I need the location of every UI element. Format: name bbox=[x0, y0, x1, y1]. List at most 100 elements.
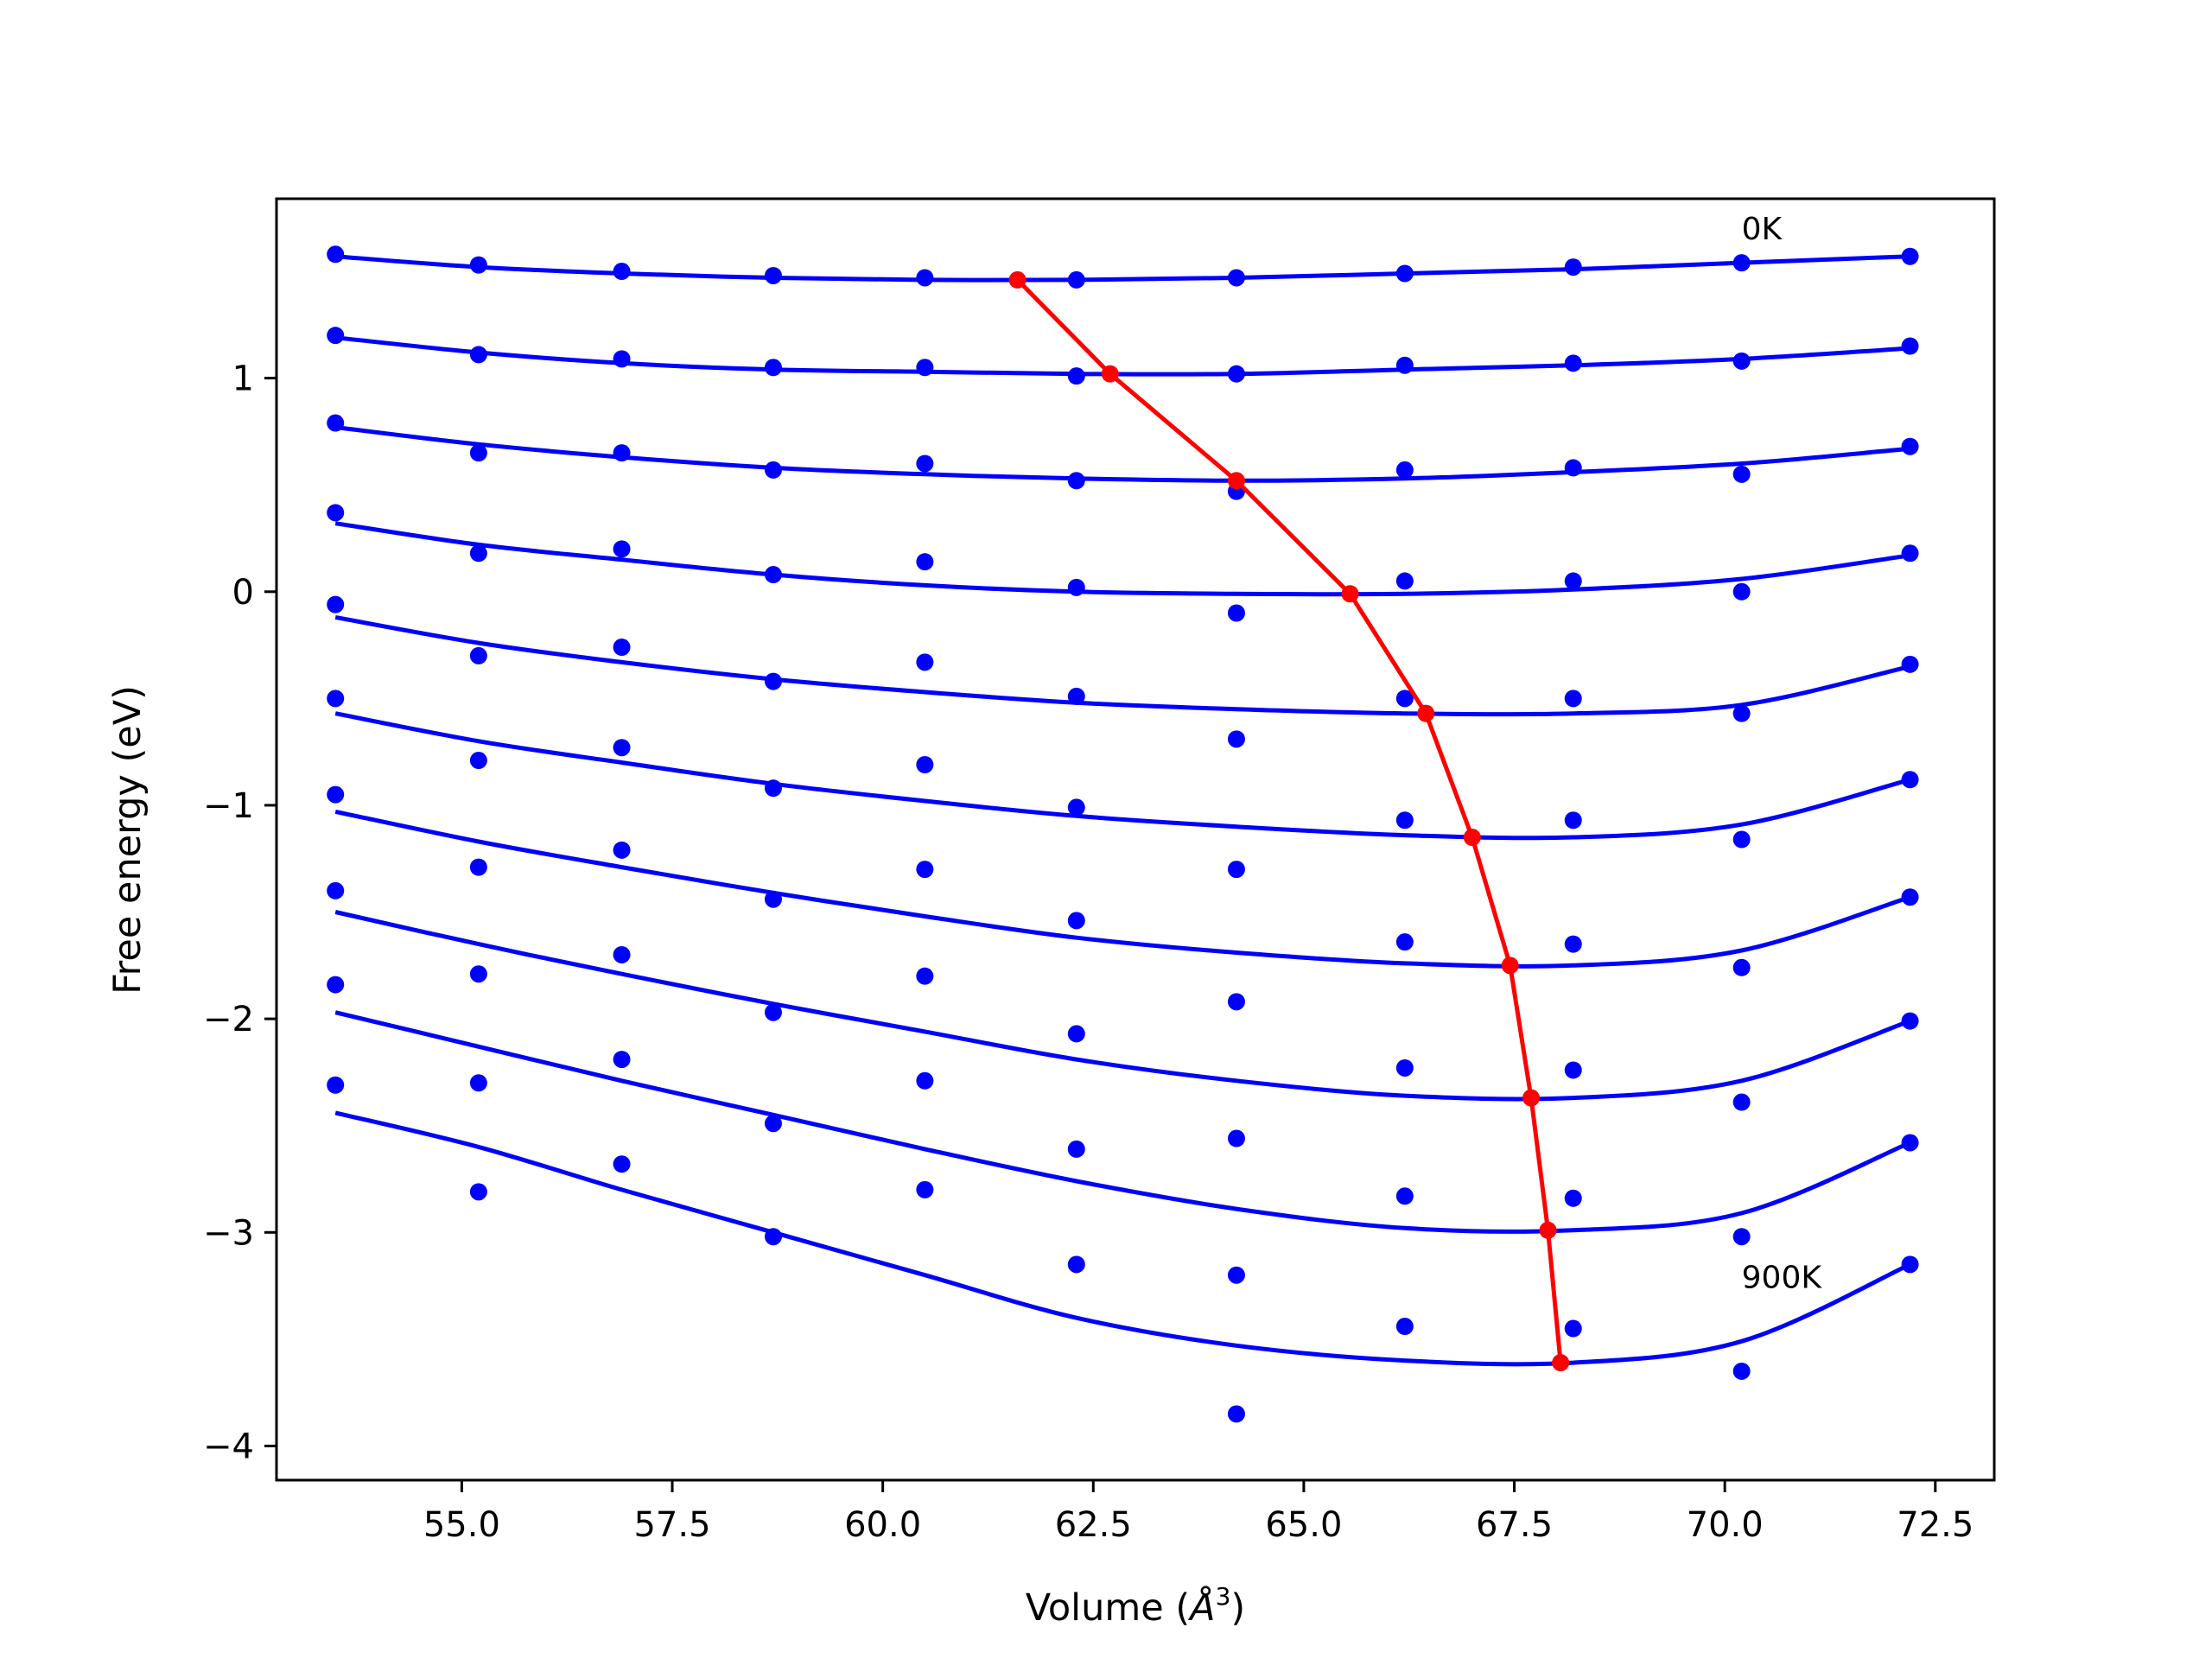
data-point bbox=[1732, 254, 1751, 272]
data-point bbox=[1564, 572, 1582, 590]
data-point bbox=[1227, 604, 1245, 622]
data-point bbox=[469, 646, 487, 664]
x-tick-label: 57.5 bbox=[633, 1505, 710, 1545]
data-point bbox=[1564, 690, 1582, 708]
data-point bbox=[469, 346, 487, 364]
data-point bbox=[1227, 730, 1245, 748]
x-tick-label: 55.0 bbox=[423, 1505, 500, 1545]
data-point bbox=[1901, 771, 1919, 789]
data-point bbox=[764, 1003, 782, 1021]
fit-curve bbox=[334, 711, 1911, 841]
data-point bbox=[327, 881, 345, 899]
data-point bbox=[1227, 269, 1245, 287]
fit-curve bbox=[334, 614, 1911, 717]
data-point bbox=[1901, 247, 1919, 265]
series-0 bbox=[327, 245, 1919, 289]
data-point bbox=[1901, 337, 1919, 355]
y-axis-label: Free energy (eV) bbox=[106, 685, 149, 995]
data-point bbox=[916, 1180, 934, 1198]
x-axis-ticks: 55.0 57.5 60.0 62.5 65.0 67.5 70.0 72.5 bbox=[423, 1480, 1974, 1545]
data-point bbox=[469, 752, 487, 770]
data-point bbox=[1732, 1228, 1751, 1246]
data-point bbox=[1067, 1025, 1085, 1043]
data-point bbox=[1067, 270, 1085, 289]
data-point bbox=[1395, 1187, 1414, 1205]
data-point bbox=[916, 269, 934, 287]
data-point bbox=[469, 1074, 487, 1092]
data-point bbox=[327, 504, 345, 522]
data-point bbox=[764, 359, 782, 377]
minimum-point bbox=[1552, 1354, 1570, 1372]
y-tick-label: 0 bbox=[232, 573, 254, 613]
data-point bbox=[1564, 811, 1582, 830]
data-point bbox=[1901, 1134, 1919, 1152]
x-tick-label: 65.0 bbox=[1265, 1505, 1342, 1545]
data-point bbox=[1901, 655, 1919, 673]
data-point bbox=[1067, 687, 1085, 705]
data-point bbox=[916, 861, 934, 879]
data-point bbox=[613, 1051, 631, 1069]
data-point bbox=[1395, 461, 1414, 479]
minimum-point bbox=[1417, 704, 1435, 722]
data-point bbox=[469, 858, 487, 876]
data-point bbox=[1732, 352, 1751, 370]
minimum-point bbox=[1008, 270, 1027, 289]
data-point bbox=[1732, 465, 1751, 483]
data-point bbox=[916, 1071, 934, 1090]
data-point bbox=[1564, 1061, 1582, 1079]
data-point bbox=[1395, 264, 1414, 283]
data-point bbox=[1732, 830, 1751, 849]
data-point bbox=[1901, 437, 1919, 455]
data-point bbox=[613, 739, 631, 757]
y-tick-label: 1 bbox=[232, 359, 254, 399]
data-point bbox=[764, 779, 782, 798]
data-point bbox=[327, 414, 345, 432]
series-9 bbox=[327, 1076, 1919, 1423]
data-point bbox=[1732, 1362, 1751, 1380]
data-point bbox=[1564, 258, 1582, 276]
fit-curve bbox=[334, 1110, 1911, 1367]
data-point bbox=[1395, 1058, 1414, 1077]
data-point bbox=[764, 566, 782, 584]
data-point bbox=[1732, 582, 1751, 601]
x-tick-label: 62.5 bbox=[1055, 1505, 1132, 1545]
data-point bbox=[1901, 1012, 1919, 1030]
data-point bbox=[327, 785, 345, 804]
data-point bbox=[1067, 798, 1085, 817]
x-axis-label-exponent: 3 bbox=[1216, 1582, 1231, 1611]
data-point bbox=[327, 327, 345, 345]
temperature-label: 900K bbox=[1742, 1261, 1823, 1296]
data-point bbox=[327, 595, 345, 613]
data-point bbox=[764, 672, 782, 690]
data-point bbox=[1227, 1129, 1245, 1147]
x-tick-label: 70.0 bbox=[1687, 1505, 1764, 1545]
minimum-point bbox=[1227, 472, 1245, 490]
data-point bbox=[764, 1228, 782, 1246]
minima-series bbox=[1008, 270, 1570, 1372]
data-point bbox=[469, 965, 487, 983]
data-point bbox=[764, 1115, 782, 1133]
y-tick-label: −3 bbox=[203, 1213, 254, 1253]
data-point bbox=[1067, 472, 1085, 490]
data-point bbox=[1067, 912, 1085, 930]
data-point bbox=[1901, 544, 1919, 563]
data-point bbox=[1901, 1255, 1919, 1274]
data-point bbox=[916, 359, 934, 377]
data-point bbox=[1564, 935, 1582, 953]
data-point bbox=[327, 690, 345, 708]
x-tick-label: 60.0 bbox=[844, 1505, 921, 1545]
data-point bbox=[1395, 811, 1414, 830]
data-point bbox=[1395, 1318, 1414, 1336]
minimum-point bbox=[1463, 829, 1481, 847]
data-point bbox=[327, 245, 345, 264]
data-point bbox=[1901, 888, 1919, 906]
fit-curve bbox=[334, 809, 1911, 969]
y-axis-ticks: 1 0 −1 −2 −3 −4 bbox=[203, 359, 276, 1466]
series-2 bbox=[327, 414, 1919, 500]
data-point bbox=[613, 945, 631, 963]
data-point bbox=[613, 350, 631, 368]
data-point bbox=[1067, 367, 1085, 385]
x-tick-label: 67.5 bbox=[1476, 1505, 1553, 1545]
